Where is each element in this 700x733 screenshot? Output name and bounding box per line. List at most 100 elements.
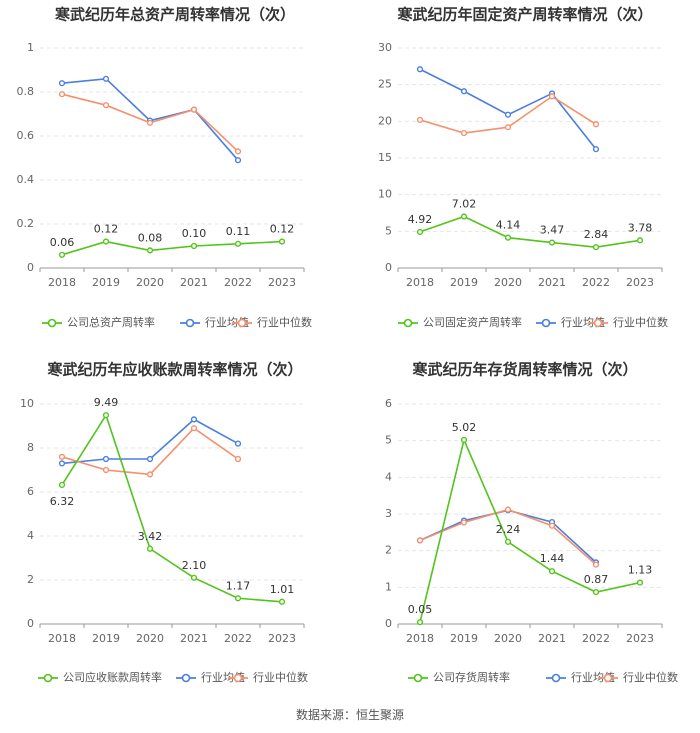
data-label: 7.02 — [452, 198, 477, 211]
x-tick-label: 2018 — [48, 632, 76, 645]
data-label: 1.44 — [540, 552, 565, 565]
x-tick-label: 2018 — [406, 632, 434, 645]
legend-item-label[interactable]: 公司应收账款周转率 — [63, 670, 162, 684]
x-tick-label: 2021 — [538, 276, 566, 289]
data-point — [234, 455, 242, 463]
y-tick-label: 0 — [385, 617, 392, 630]
x-tick-label: 2019 — [92, 632, 120, 645]
series-line-0 — [419, 437, 641, 623]
data-point — [190, 574, 198, 581]
y-tick-label: 6 — [27, 485, 34, 498]
data-label: 9.49 — [94, 396, 119, 409]
legend-item-label[interactable]: 行业中位数 — [253, 670, 308, 684]
legend-marker — [541, 318, 551, 328]
legend-item-label[interactable]: 公司总资产周转率 — [67, 315, 155, 329]
x-tick-label: 2021 — [180, 632, 208, 645]
data-point — [592, 146, 600, 153]
legend-item-label[interactable]: 行业中位数 — [257, 315, 312, 329]
legend-item-label[interactable]: 行业均值 — [205, 316, 249, 329]
data-point — [146, 455, 154, 463]
data-point — [190, 425, 198, 432]
data-point — [504, 124, 512, 131]
legend-marker — [593, 318, 603, 328]
data-point — [58, 453, 66, 460]
legend-marker — [603, 673, 613, 683]
data-label: 2.84 — [584, 228, 609, 241]
legend-marker — [237, 318, 247, 328]
y-tick-label: 1 — [27, 41, 34, 54]
y-tick-label: 1 — [385, 580, 392, 593]
legend-item-label[interactable]: 行业均值 — [561, 316, 605, 329]
chart-title: 寒武纪历年总资产周转率情况（次） — [55, 6, 295, 24]
data-label: 0.05 — [408, 603, 433, 616]
data-point — [548, 522, 556, 529]
data-point — [548, 93, 556, 100]
data-point — [460, 88, 468, 95]
legend-item-label[interactable]: 行业中位数 — [623, 670, 678, 684]
series-line-0 — [61, 240, 283, 256]
data-point — [102, 455, 110, 463]
y-tick-label: 0 — [27, 261, 34, 274]
data-point — [460, 213, 468, 220]
data-point — [190, 106, 198, 113]
series-line-0 — [61, 413, 283, 603]
y-tick-label: 4 — [385, 470, 392, 483]
x-tick-label: 2022 — [582, 276, 610, 289]
data-label: 2.24 — [496, 523, 521, 536]
legend-item-label[interactable]: 行业中位数 — [613, 315, 668, 329]
legend-item-label[interactable]: 公司存货周转率 — [433, 670, 510, 684]
data-source-note: 数据来源：恒生聚源 — [295, 708, 404, 722]
data-point — [592, 121, 600, 128]
data-label: 3.42 — [138, 530, 163, 543]
data-point — [58, 251, 66, 258]
data-label: 4.92 — [408, 213, 433, 226]
y-tick-label: 25 — [378, 78, 392, 91]
y-tick-label: 5 — [385, 434, 392, 447]
data-point — [102, 466, 110, 474]
data-label: 1.01 — [270, 583, 295, 596]
data-point — [416, 619, 424, 626]
data-point — [592, 588, 600, 596]
data-point — [102, 102, 110, 109]
data-point — [102, 412, 110, 419]
data-point — [102, 75, 110, 82]
y-tick-label: 0.2 — [17, 217, 35, 230]
data-label: 1.13 — [628, 564, 653, 577]
y-tick-label: 8 — [27, 441, 34, 454]
chart-title: 寒武纪历年固定资产周转率情况（次） — [397, 6, 652, 24]
series-line-0 — [419, 215, 641, 248]
data-point — [234, 157, 242, 164]
data-point — [190, 242, 198, 250]
data-point — [146, 471, 154, 478]
y-tick-label: 20 — [378, 114, 392, 127]
data-point — [548, 239, 556, 246]
x-tick-label: 2023 — [626, 276, 654, 289]
x-tick-label: 2020 — [136, 632, 164, 645]
data-point — [460, 129, 468, 137]
data-point — [58, 91, 66, 98]
data-label: 4.14 — [496, 219, 521, 232]
data-label: 6.32 — [50, 495, 75, 508]
y-tick-label: 15 — [378, 151, 392, 164]
y-tick-label: 0.8 — [17, 85, 35, 98]
x-tick-label: 2023 — [626, 632, 654, 645]
series-line-1 — [419, 509, 597, 563]
data-label: 0.06 — [50, 236, 75, 249]
y-tick-label: 0 — [27, 617, 34, 630]
legend-marker — [233, 673, 243, 683]
legend-item-label[interactable]: 行业均值 — [201, 671, 245, 684]
x-tick-label: 2023 — [268, 276, 296, 289]
data-label: 3.78 — [628, 221, 653, 234]
legend-item-label[interactable]: 公司固定资产周转率 — [423, 315, 522, 329]
data-point — [460, 436, 468, 444]
data-point — [58, 460, 66, 467]
x-tick-label: 2019 — [450, 276, 478, 289]
data-label: 2.10 — [182, 559, 207, 572]
x-tick-label: 2018 — [406, 276, 434, 289]
legend-item-label[interactable]: 行业均值 — [571, 671, 615, 684]
legend-marker — [403, 318, 413, 328]
data-point — [278, 238, 286, 245]
y-tick-label: 0.4 — [17, 173, 35, 186]
data-point — [58, 80, 66, 87]
